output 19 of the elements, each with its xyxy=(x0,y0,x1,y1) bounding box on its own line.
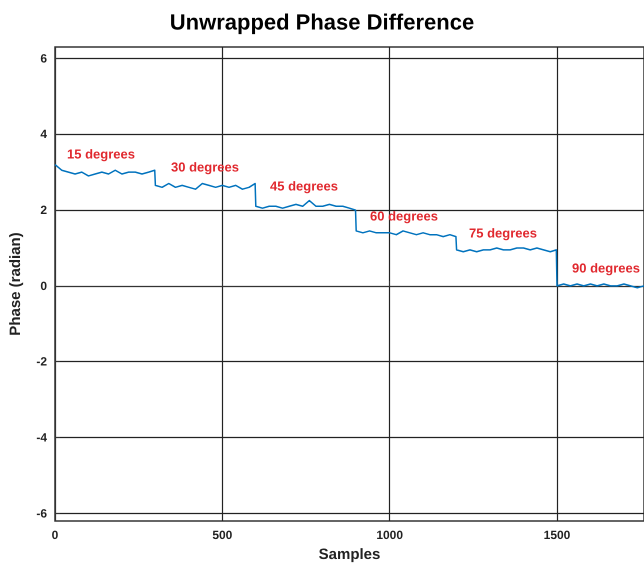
annotation: 15 degrees xyxy=(67,146,135,162)
annotation: 90 degrees xyxy=(572,260,640,276)
x-tick-label: 500 xyxy=(212,528,233,542)
y-tick-label: 6 xyxy=(40,51,48,66)
x-tick-label: 0 xyxy=(52,528,59,542)
x-tick-label: 1500 xyxy=(544,528,571,542)
x-tick-label: 1000 xyxy=(376,528,404,542)
annotation: 45 degrees xyxy=(270,178,338,194)
y-tick-label: 0 xyxy=(40,278,48,293)
y-tick-label: 4 xyxy=(40,127,48,142)
y-tick-label: -6 xyxy=(36,506,48,520)
y-axis-title: Phase (radian) xyxy=(7,232,24,336)
y-tick-label: 2 xyxy=(40,203,48,218)
annotation: 75 degrees xyxy=(469,226,537,240)
line-series xyxy=(54,164,644,289)
y-tick-label: -4 xyxy=(36,430,48,445)
chart-title: Unwrapped Phase Difference xyxy=(170,10,474,34)
x-axis-title: Samples xyxy=(318,546,380,563)
y-tick-label: -2 xyxy=(36,354,48,369)
